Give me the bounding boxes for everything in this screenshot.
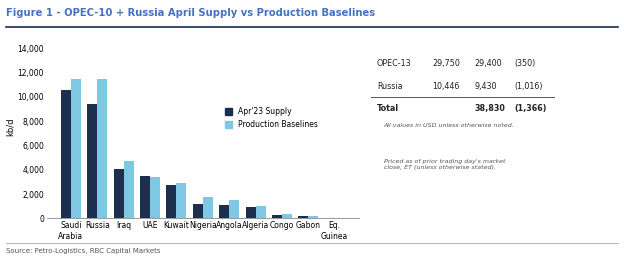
Bar xyxy=(298,216,308,218)
Text: OPEC-13: OPEC-13 xyxy=(377,59,411,68)
Bar xyxy=(71,79,81,218)
Text: 10,446: 10,446 xyxy=(432,81,459,91)
Text: All values in USD unless otherwise noted.: All values in USD unless otherwise noted… xyxy=(384,123,515,128)
Bar xyxy=(177,183,187,218)
Bar xyxy=(245,207,255,218)
Bar xyxy=(124,161,134,218)
Bar xyxy=(114,169,124,218)
Text: Dif: Dif xyxy=(515,36,528,45)
Bar xyxy=(219,205,229,218)
Bar xyxy=(282,215,292,218)
Bar xyxy=(97,79,107,218)
Text: Source: Petro-Logistics, RBC Capital Markets: Source: Petro-Logistics, RBC Capital Mar… xyxy=(6,249,161,254)
Bar xyxy=(193,205,203,218)
Text: (1,366): (1,366) xyxy=(515,104,547,113)
Bar xyxy=(167,185,177,218)
Legend: Apr'23 Supply, Production Baselines: Apr'23 Supply, Production Baselines xyxy=(222,104,321,132)
Y-axis label: kb/d: kb/d xyxy=(6,118,14,136)
Bar xyxy=(150,177,160,218)
Text: 9,430: 9,430 xyxy=(474,81,497,91)
Bar xyxy=(272,215,282,218)
Text: 29,400: 29,400 xyxy=(474,59,502,68)
Text: Apr'20: Apr'20 xyxy=(432,36,462,45)
Text: Priced as of prior trading day's market
close, ET (unless otherwise stated).: Priced as of prior trading day's market … xyxy=(384,159,505,170)
Text: (350): (350) xyxy=(515,59,536,68)
Text: Figure 1 - OPEC-10 + Russia April Supply vs Production Baselines: Figure 1 - OPEC-10 + Russia April Supply… xyxy=(6,8,376,18)
Bar xyxy=(255,206,266,218)
Text: Russia: Russia xyxy=(377,81,402,91)
Bar xyxy=(87,104,97,218)
Text: 38,830: 38,830 xyxy=(474,104,505,113)
Text: Apr'23: Apr'23 xyxy=(474,36,504,45)
Text: Supply: Supply xyxy=(377,36,408,45)
Text: Total: Total xyxy=(377,104,399,113)
Bar xyxy=(61,89,71,218)
Bar xyxy=(203,197,213,218)
Bar xyxy=(308,216,318,218)
Bar xyxy=(229,200,239,218)
Text: 29,750: 29,750 xyxy=(432,59,460,68)
Bar xyxy=(140,176,150,218)
Text: (1,016): (1,016) xyxy=(515,81,544,91)
